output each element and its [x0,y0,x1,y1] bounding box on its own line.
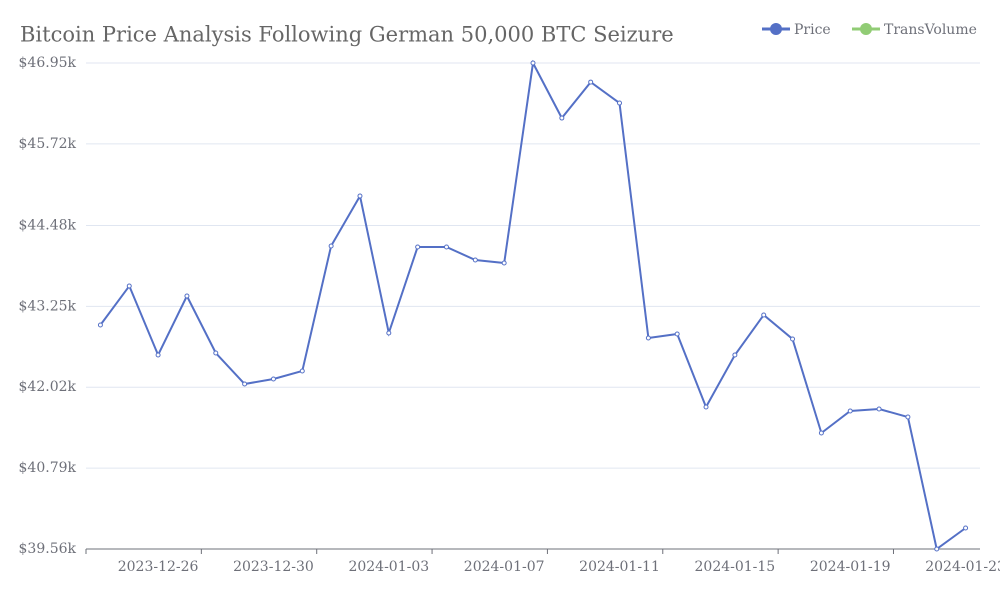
y-tick-label: $44.48k [19,217,77,233]
x-tick-label: 2024-01-15 [695,559,776,575]
point [299,368,305,374]
point [617,100,623,106]
x-tick-label: 2024-01-11 [579,559,660,575]
point [155,352,161,358]
point [703,404,709,410]
y-tick-label: $43.25k [19,298,77,314]
legend-label: TransVolume [884,22,977,38]
point [905,414,911,420]
x-tick-label: 2024-01-19 [810,559,891,575]
legend-label: Price [794,22,831,38]
point [501,260,507,266]
legend-marker [860,23,872,35]
point [790,336,796,342]
point [126,283,132,289]
point [588,79,594,85]
point [732,352,738,358]
point [963,525,969,531]
point [934,546,940,552]
point [357,193,363,199]
chart-title: Bitcoin Price Analysis Following German … [20,23,674,47]
x-tick-label: 2023-12-26 [118,559,199,575]
point [559,115,565,121]
point [530,60,536,66]
point [472,257,478,263]
point [645,335,651,341]
y-tick-label: $39.56k [19,541,77,557]
point [184,293,190,299]
point [213,350,219,356]
point [847,408,853,414]
point [415,244,421,250]
point [242,381,248,387]
point [876,406,882,412]
x-tick-label: 2024-01-23 [925,559,1000,575]
point [97,322,103,328]
point [761,312,767,318]
point [674,331,680,337]
point [270,376,276,382]
legend-marker [770,23,782,35]
x-tick-label: 2024-01-07 [464,559,545,575]
point [443,244,449,250]
x-tick-label: 2024-01-03 [348,559,429,575]
point [818,430,824,436]
y-tick-label: $46.95k [19,55,77,71]
y-tick-label: $40.79k [19,460,77,476]
y-tick-label: $42.02k [19,379,77,395]
x-tick-label: 2023-12-30 [233,559,314,575]
y-tick-label: $45.72k [19,136,77,152]
point [386,330,392,336]
point [328,243,334,249]
